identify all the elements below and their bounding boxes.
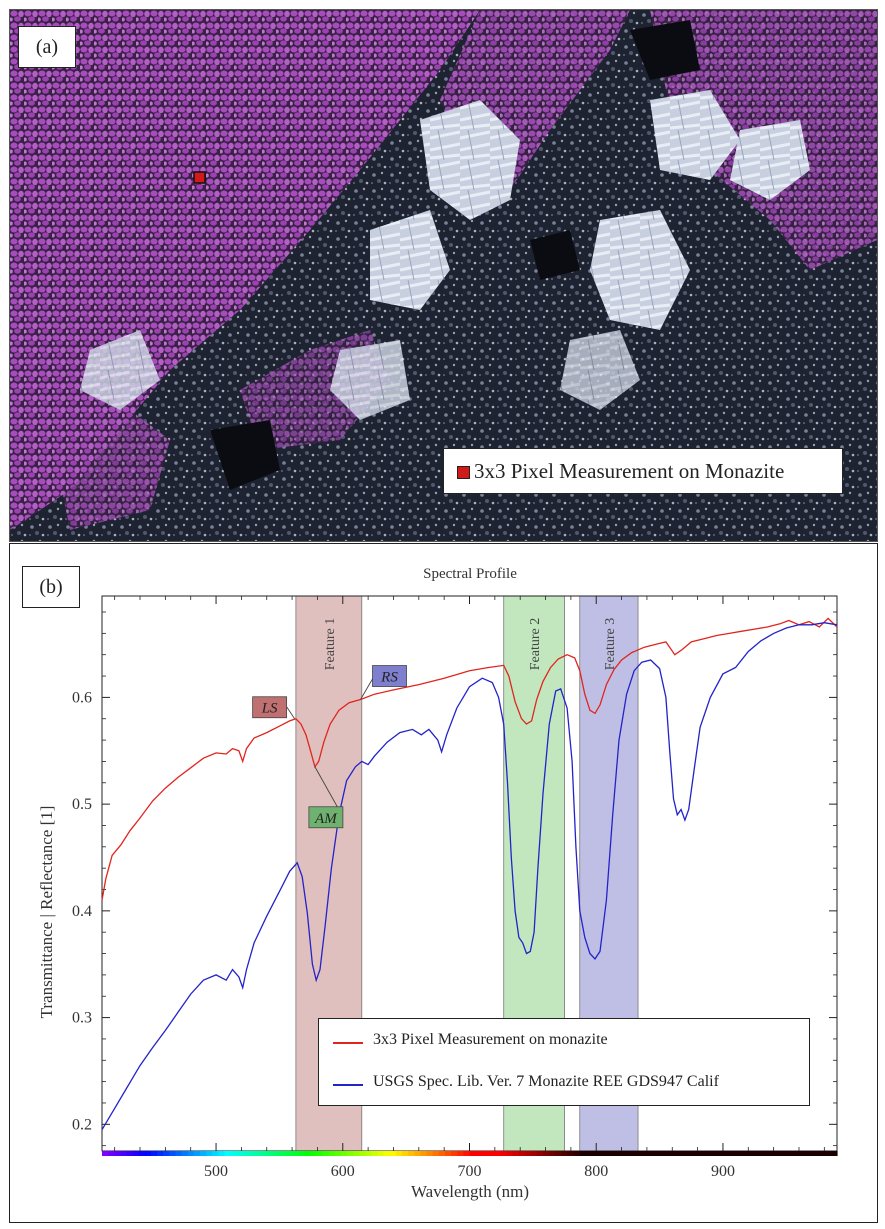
y-tick-label: 0.5 bbox=[72, 796, 92, 813]
legend-entry-1: USGS Spec. Lib. Ver. 7 Monazite REE GDS9… bbox=[319, 1073, 799, 1093]
x-tick-label: 800 bbox=[584, 1163, 608, 1180]
annotation-ls: LS bbox=[261, 701, 278, 717]
spectral-chart: Feature 1 Feature 2 Feature 3 500 600 700 800… bbox=[37, 566, 838, 1201]
legend-text-0: 3x3 Pixel Measurement on monazite bbox=[373, 1031, 608, 1048]
feature-label-3: Feature 3 bbox=[603, 618, 618, 670]
feature-label-1: Feature 1 bbox=[323, 618, 338, 670]
annotation-box-ls bbox=[252, 696, 288, 719]
annotation-box-rs bbox=[372, 665, 407, 687]
panel-a-legend-text: 3x3 Pixel Measurement on Monazite bbox=[474, 459, 785, 483]
thin-section-image bbox=[10, 10, 877, 541]
x-tick-label: 600 bbox=[331, 1163, 355, 1180]
legend-entry-0: 3x3 Pixel Measurement on monazite bbox=[319, 1031, 799, 1051]
annotation-am: AM bbox=[314, 811, 338, 827]
x-tick-label: 700 bbox=[458, 1163, 482, 1180]
chart-legend: 3x3 Pixel Measurement on monazite USGS S… bbox=[318, 1018, 810, 1106]
panel-a-image: (a) 3x3 Pixel Measurement on Monazite bbox=[9, 9, 878, 542]
feature-label-2: Feature 2 bbox=[528, 618, 543, 670]
y-tick-label: 0.2 bbox=[72, 1116, 92, 1133]
y-axis-label: Transmittance | Reflectance [1] bbox=[37, 806, 56, 1019]
pixel-marker bbox=[193, 171, 206, 184]
panel-b-label: (b) bbox=[22, 566, 80, 608]
panel-a-legend: 3x3 Pixel Measurement on Monazite bbox=[443, 448, 843, 494]
series-line-1 bbox=[101, 622, 838, 1131]
annotation-rs: RS bbox=[380, 670, 398, 686]
marker-swatch bbox=[457, 466, 470, 479]
series-line-0 bbox=[101, 617, 838, 901]
y-tick-label: 0.3 bbox=[72, 1010, 92, 1027]
x-axis-label: Wavelength (nm) bbox=[411, 1182, 529, 1201]
legend-line-red bbox=[333, 1042, 363, 1044]
chart-title: Spectral Profile bbox=[423, 566, 517, 582]
panel-a-label: (a) bbox=[18, 26, 76, 68]
x-tick-label: 900 bbox=[711, 1163, 735, 1180]
annotation-box-am bbox=[308, 806, 344, 829]
y-tick-label: 0.6 bbox=[72, 689, 92, 706]
y-tick-label: 0.4 bbox=[72, 903, 92, 920]
panel-b-chart: Feature 1 Feature 2 Feature 3 500 600 700 800… bbox=[9, 543, 878, 1223]
legend-line-blue bbox=[333, 1084, 363, 1086]
legend-text-1: USGS Spec. Lib. Ver. 7 Monazite REE GDS9… bbox=[373, 1073, 719, 1090]
x-tick-label: 500 bbox=[204, 1163, 228, 1180]
